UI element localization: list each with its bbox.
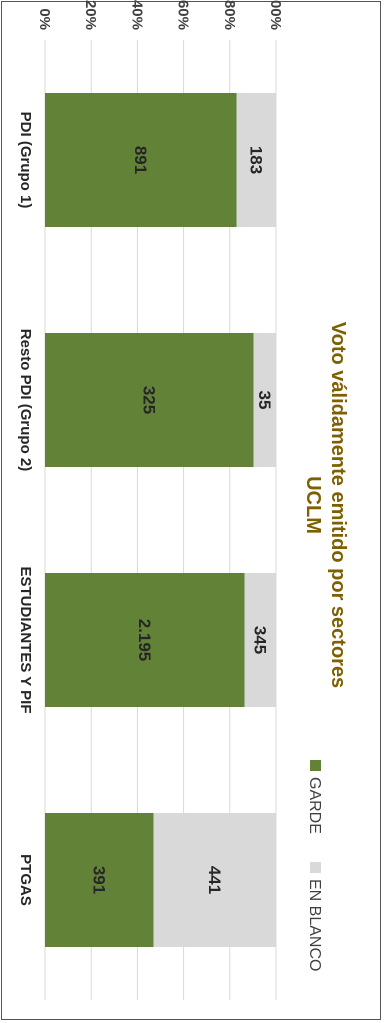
category-label: Resto PDI (Grupo 2) — [17, 329, 34, 472]
value-label-en-blanco: 35 — [255, 391, 274, 410]
legend: GARDE EN BLANCO — [306, 760, 323, 971]
bar-en-blanco — [253, 333, 276, 467]
value-label-en-blanco: 345 — [250, 626, 269, 654]
bar-garde — [45, 813, 154, 947]
value-label-en-blanco: 441 — [205, 866, 224, 894]
value-label-en-blanco: 183 — [246, 146, 265, 174]
y-axis-ticks: 0% 20% 40% 60% 80% 100% — [36, 0, 284, 30]
legend-swatch — [310, 760, 321, 771]
legend-label: GARDE — [306, 777, 323, 834]
value-label-garde: 891 — [131, 146, 150, 174]
value-label-garde: 2.195 — [135, 619, 154, 662]
legend-label: EN BLANCO — [306, 879, 323, 971]
y-tick-label: 60% — [175, 0, 192, 30]
category-label: ESTUDIANTES Y PIF — [17, 567, 34, 714]
bar-garde — [45, 333, 254, 467]
chart-title: Voto válidamente emitido por sectores — [327, 322, 349, 688]
bar-garde — [45, 93, 237, 227]
category-label: PDI (Grupo 1) — [17, 112, 34, 209]
bar-garde — [45, 573, 245, 707]
bar-en-blanco — [153, 813, 276, 947]
value-label-garde: 325 — [139, 386, 158, 414]
bars: 891 183 325 35 2.195 345 391 441 — [45, 93, 276, 947]
bar-en-blanco — [236, 93, 276, 227]
legend-swatch — [310, 862, 321, 873]
chart-subtitle: UCLM — [302, 476, 324, 534]
y-tick-label: 0% — [36, 8, 53, 30]
y-tick-label: 20% — [82, 0, 99, 30]
bar-en-blanco — [244, 573, 276, 707]
category-label: PTGAS — [17, 854, 34, 906]
category-labels: PDI (Grupo 1) Resto PDI (Grupo 2) ESTUDIAN… — [17, 112, 34, 906]
y-tick-label: 80% — [221, 0, 238, 30]
y-tick-label: 40% — [128, 0, 145, 30]
value-label-garde: 391 — [89, 866, 108, 894]
y-tick-label: 100% — [267, 0, 284, 30]
